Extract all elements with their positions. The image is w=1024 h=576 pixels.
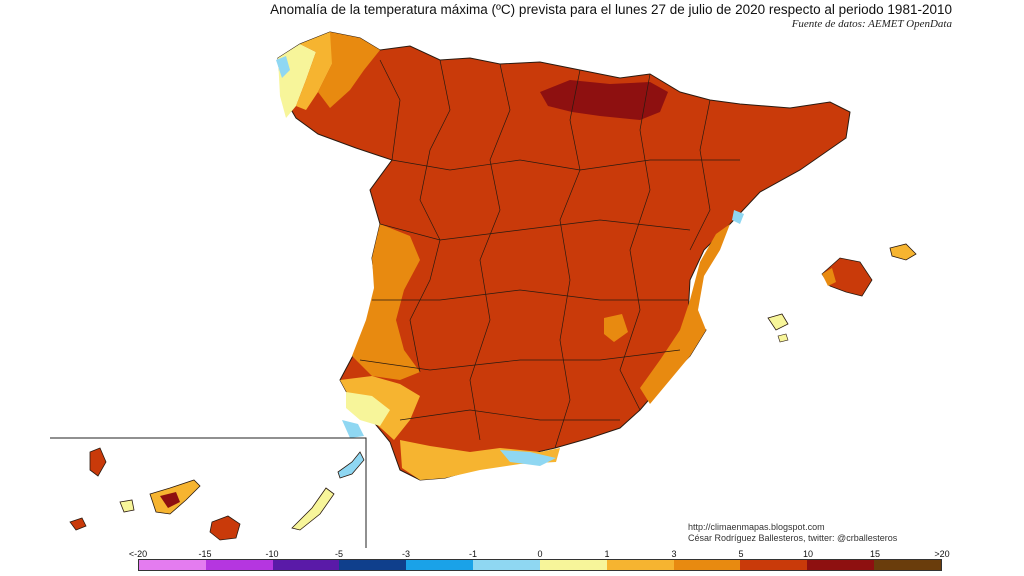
- legend-tick-label: 1: [604, 549, 610, 559]
- province-borders: [359, 59, 740, 449]
- lanzarote: [337, 451, 365, 479]
- south-coast-cool: [500, 450, 556, 466]
- la-palma: [89, 447, 107, 477]
- legend-tick-label: 15: [869, 549, 881, 559]
- legend-swatch: [807, 560, 875, 570]
- legend-swatch: [406, 560, 474, 570]
- legend-swatch: [539, 560, 607, 570]
- gulf-cadiz-cool: [342, 420, 364, 438]
- legend-tick-label: 10: [802, 549, 814, 559]
- formentera: [777, 333, 789, 343]
- legend-tick-label: 3: [671, 549, 677, 559]
- legend-swatch: [473, 560, 540, 570]
- legend-tick-label: -1: [468, 549, 478, 559]
- legend-swatch: [606, 560, 674, 570]
- la-gomera: [119, 499, 135, 513]
- legend-tick-label: 0: [537, 549, 543, 559]
- mallorca: [821, 257, 873, 297]
- south-coast-moderate: [400, 440, 560, 480]
- legend-labels: <-20 -15 -10 -5 -3 -1 0 1 3 5 10 15 >20: [0, 549, 1024, 559]
- credits-author: César Rodríguez Ballesteros, twitter: @c…: [688, 533, 898, 543]
- legend-swatch: [874, 560, 941, 570]
- legend-swatch: [205, 560, 273, 570]
- ibiza: [767, 313, 789, 331]
- legend-swatch: [673, 560, 741, 570]
- legend-swatch: [339, 560, 407, 570]
- credits-url: http://climaenmapas.blogspot.com: [688, 522, 825, 532]
- credits: http://climaenmapas.blogspot.com César R…: [688, 522, 897, 544]
- legend-swatch: [139, 560, 206, 570]
- legend-tick-label: -10: [265, 549, 279, 559]
- map-title: Anomalía de la temperatura máxima (ºC) p…: [270, 2, 952, 17]
- legend-swatch: [740, 560, 808, 570]
- interior-moderate-patch: [604, 314, 628, 342]
- galicia-high: [318, 32, 380, 108]
- legend-swatch: [272, 560, 340, 570]
- canary-inset-frame: [50, 437, 367, 548]
- gran-canaria: [209, 515, 241, 541]
- west-high: [352, 224, 420, 380]
- fuerteventura: [291, 487, 335, 531]
- legend-tick-label: >20: [934, 549, 950, 559]
- east-coast-high: [640, 224, 730, 404]
- legend-tick-label: 5: [738, 549, 744, 559]
- northwest-cool: [276, 56, 290, 78]
- el-hierro: [69, 517, 87, 531]
- mallorca-coast: [822, 268, 836, 286]
- tenerife-core: [160, 492, 180, 508]
- southwest-mild: [346, 392, 390, 426]
- menorca: [889, 243, 917, 261]
- legend-tick-label: <-20: [128, 549, 148, 559]
- valencia-cool: [732, 210, 744, 224]
- legend-tick-label: -3: [401, 549, 411, 559]
- legend-tick-label: -15: [198, 549, 212, 559]
- color-legend: [138, 559, 942, 571]
- legend-tick-label: -5: [334, 549, 344, 559]
- data-source: Fuente de datos: AEMET OpenData: [791, 18, 952, 30]
